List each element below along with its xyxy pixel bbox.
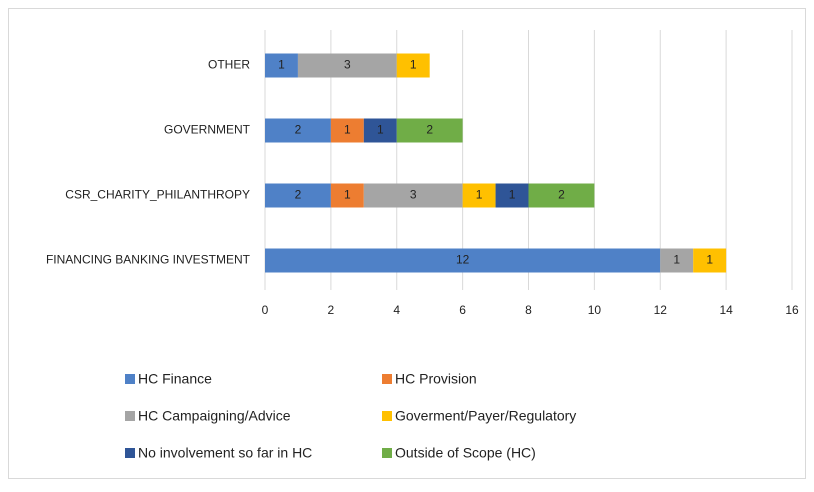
y-tick-label: FINANCING BANKING INVESTMENT (46, 253, 251, 267)
x-tick-label: 8 (525, 303, 532, 317)
legend-swatch (382, 411, 392, 421)
x-tick-label: 0 (262, 303, 269, 317)
bar-segment (363, 118, 397, 143)
y-tick-label: CSR_CHARITY_PHILANTHROPY (65, 188, 250, 202)
x-tick-label: 4 (393, 303, 400, 317)
legend-swatch (125, 448, 135, 458)
bar-segment (396, 118, 463, 143)
legend-label: Goverment/Payer/Regulatory (395, 408, 576, 424)
x-tick-label: 6 (459, 303, 466, 317)
data-label: 3 (344, 58, 351, 72)
bar-segment (462, 183, 496, 208)
bar-segment (297, 53, 397, 78)
legend-label: HC Campaigning/Advice (138, 408, 291, 424)
chart-frame (8, 8, 806, 479)
bar-segment (660, 248, 694, 273)
x-tick-label: 16 (785, 303, 799, 317)
data-label: 1 (673, 253, 680, 267)
data-label: 12 (456, 253, 470, 267)
bar-segment (265, 118, 331, 143)
data-label: 1 (476, 188, 483, 202)
legend-swatch (125, 374, 135, 384)
data-label: 1 (706, 253, 713, 267)
data-label: 2 (295, 123, 302, 137)
x-tick-label: 10 (588, 303, 602, 317)
bar-segment (396, 53, 430, 78)
x-tick-label: 14 (719, 303, 733, 317)
data-label: 2 (295, 188, 302, 202)
data-label: 2 (426, 123, 433, 137)
legend-label: HC Finance (138, 371, 212, 387)
data-label: 1 (377, 123, 384, 137)
data-label: 1 (344, 123, 351, 137)
bar-segment (693, 248, 727, 273)
y-tick-label: OTHER (208, 58, 250, 72)
bar-segment (265, 183, 331, 208)
data-label: 3 (410, 188, 417, 202)
data-label: 2 (558, 188, 565, 202)
x-tick-label: 2 (328, 303, 335, 317)
bar-segment (330, 118, 364, 143)
data-label: 1 (509, 188, 516, 202)
bar-segment (528, 183, 595, 208)
legend-swatch (382, 374, 392, 384)
bar-segment (330, 183, 364, 208)
x-tick-label: 12 (654, 303, 668, 317)
data-label: 1 (410, 58, 417, 72)
legend-label: HC Provision (395, 371, 477, 387)
bar-segment (495, 183, 529, 208)
bar-segment (265, 53, 298, 78)
data-label: 1 (344, 188, 351, 202)
legend-swatch (125, 411, 135, 421)
legend-label: Outside of Scope (HC) (395, 445, 536, 461)
legend-swatch (382, 448, 392, 458)
y-tick-label: GOVERNMENT (164, 123, 251, 137)
legend-label: No involvement so far in HC (138, 445, 312, 461)
bar-segment (265, 248, 661, 273)
data-label: 1 (278, 58, 285, 72)
bar-segment (363, 183, 463, 208)
